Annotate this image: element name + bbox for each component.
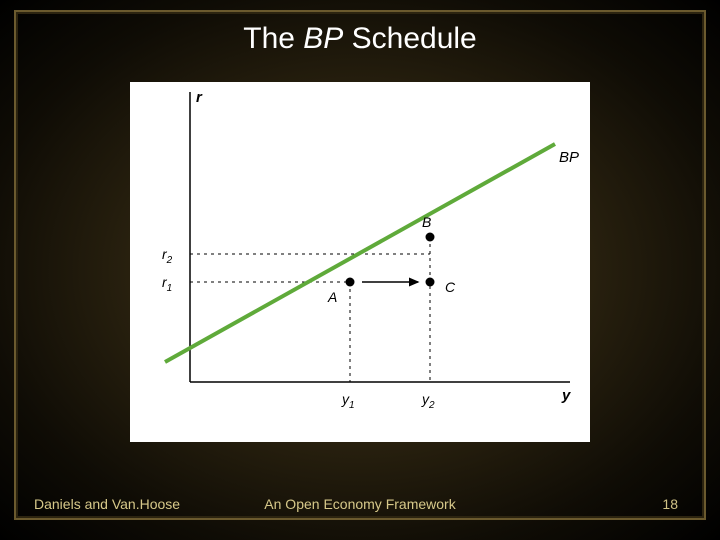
bp-line-label: BP [559, 149, 579, 166]
title-em: BP [303, 22, 343, 55]
footer-center: An Open Economy Framework [0, 496, 720, 512]
label-b: B [422, 214, 431, 230]
bp-line [165, 144, 555, 362]
r1-label: r1 [162, 274, 172, 294]
point-b [426, 233, 435, 242]
title-pre: The [243, 22, 303, 55]
point-a [346, 278, 355, 287]
bp-chart-svg: A B C r y BP r1 r2 y1 y2 [130, 82, 590, 442]
label-c: C [445, 279, 456, 295]
y-axis-label: r [196, 89, 203, 106]
title-post: Schedule [343, 22, 476, 55]
slide-title: The BP Schedule [0, 22, 720, 56]
x-axis-label: y [561, 387, 571, 404]
page-number: 18 [662, 496, 678, 512]
bp-chart: A B C r y BP r1 r2 y1 y2 [130, 82, 590, 442]
y1-label: y1 [341, 391, 355, 411]
y2-label: y2 [421, 391, 435, 411]
point-c [426, 278, 435, 287]
label-a: A [327, 289, 337, 305]
r2-label: r2 [162, 246, 173, 266]
